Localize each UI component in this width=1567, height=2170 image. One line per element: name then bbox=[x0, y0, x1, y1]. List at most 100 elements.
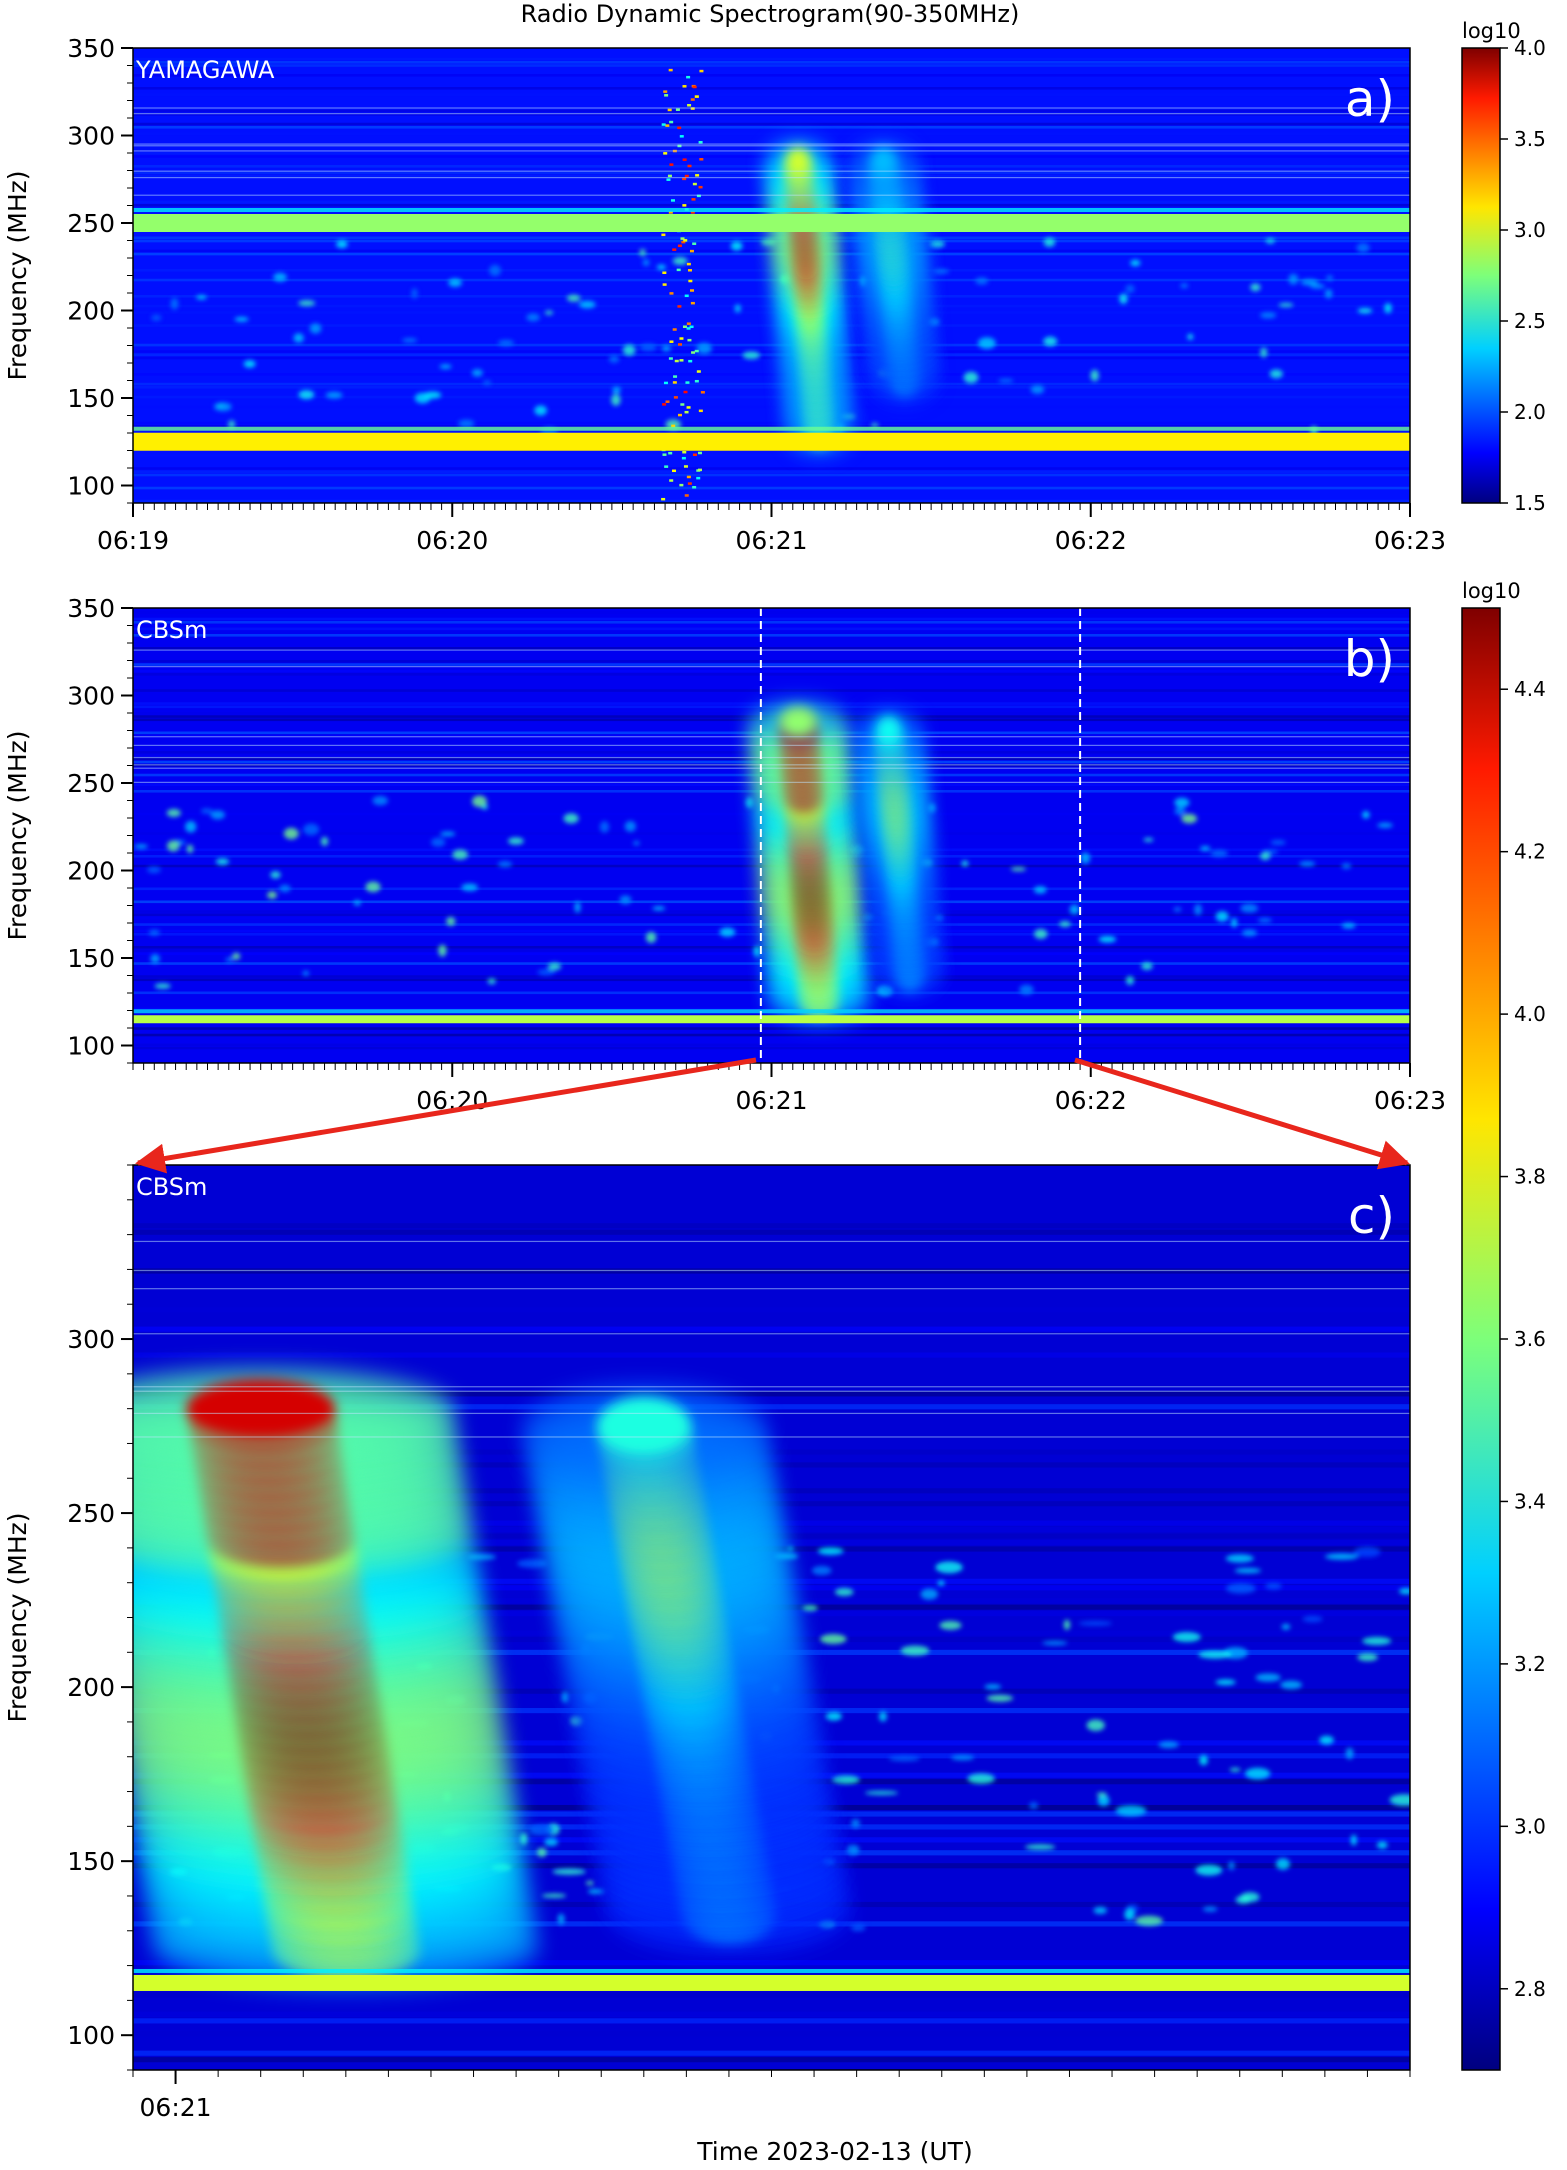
noise-blob bbox=[1384, 303, 1392, 314]
noise-blob bbox=[1034, 928, 1048, 939]
rfi-line bbox=[133, 1436, 1410, 1438]
noise-blob bbox=[850, 1818, 861, 1829]
noise-blob bbox=[537, 968, 555, 976]
y-tick-label: 350 bbox=[67, 34, 115, 63]
channel-stripe bbox=[133, 93, 1410, 97]
interference-dot bbox=[666, 178, 671, 181]
interference-dot bbox=[672, 381, 677, 384]
noise-blob bbox=[430, 837, 446, 847]
noise-blob bbox=[622, 344, 636, 356]
y-tick-label: 300 bbox=[67, 122, 115, 151]
noise-blob bbox=[283, 827, 299, 840]
noise-blob bbox=[1141, 962, 1153, 971]
noise-blob bbox=[1362, 811, 1370, 819]
noise-blob bbox=[1198, 1650, 1232, 1659]
interference-dot bbox=[699, 158, 704, 161]
noise-blob bbox=[863, 914, 875, 921]
interference-dot bbox=[692, 242, 697, 246]
noise-blob bbox=[270, 871, 281, 879]
noise-blob bbox=[1174, 807, 1186, 816]
channel-stripe bbox=[133, 1449, 1410, 1455]
noise-blob bbox=[1019, 984, 1034, 995]
channel-stripe bbox=[133, 689, 1410, 692]
interference-dot bbox=[669, 479, 674, 482]
noise-blob bbox=[151, 314, 162, 322]
noise-blob bbox=[557, 1913, 565, 1925]
channel-stripe bbox=[133, 621, 1410, 624]
colorbar-tick-label: 3.5 bbox=[1514, 127, 1546, 151]
burst-core bbox=[186, 1379, 336, 1438]
noise-blob bbox=[929, 240, 945, 248]
rfi-line bbox=[133, 1269, 1410, 1272]
channel-stripe bbox=[133, 660, 1410, 663]
x-tick-label: 06:23 bbox=[1374, 1086, 1446, 1115]
channel-stripe bbox=[133, 425, 1410, 428]
noise-blob bbox=[186, 844, 194, 854]
noise-blob bbox=[215, 858, 230, 866]
noise-blob bbox=[831, 1775, 860, 1784]
interference-dot bbox=[694, 349, 699, 353]
noise-blob bbox=[1299, 861, 1316, 867]
channel-stripe bbox=[133, 617, 1410, 621]
rfi-line bbox=[133, 194, 1410, 196]
noise-blob bbox=[1043, 237, 1056, 247]
interference-dot bbox=[679, 337, 684, 340]
interference-dot bbox=[661, 233, 666, 237]
interference-dot bbox=[686, 475, 691, 479]
channel-stripe bbox=[133, 1046, 1410, 1050]
noise-blob bbox=[977, 337, 996, 349]
noise-blob bbox=[1143, 837, 1154, 842]
noise-blob bbox=[148, 929, 160, 936]
interference-dot bbox=[696, 370, 701, 373]
interference-dot bbox=[668, 357, 673, 360]
noise-blob bbox=[309, 323, 322, 334]
channel-stripe bbox=[133, 627, 1410, 631]
channel-stripe bbox=[133, 249, 1410, 253]
x-tick-label: 06:23 bbox=[1374, 526, 1446, 555]
noise-blob bbox=[608, 355, 620, 363]
colorbar-gradient bbox=[1461, 607, 1501, 2071]
noise-blob bbox=[1357, 307, 1373, 314]
noise-blob bbox=[1097, 1795, 1110, 1807]
zoom-arrow-right bbox=[1074, 1057, 1410, 1170]
noise-blob bbox=[888, 1755, 920, 1762]
noise-blob bbox=[497, 860, 513, 868]
channel-stripe bbox=[133, 2050, 1410, 2056]
noise-blob bbox=[900, 1645, 930, 1656]
channel-stripe bbox=[133, 304, 1410, 308]
interference-dot bbox=[664, 94, 669, 97]
noise-blob bbox=[534, 405, 547, 416]
noise-blob bbox=[1234, 1567, 1262, 1574]
rfi-line bbox=[133, 767, 1410, 769]
interference-dot bbox=[687, 269, 692, 272]
rfi-line bbox=[133, 666, 1410, 668]
noise-blob bbox=[487, 978, 496, 985]
noise-blob bbox=[1194, 903, 1202, 916]
colorbar-a: log10 1.5 2.0 2.5 3.0 3.5 4.0 bbox=[1461, 19, 1546, 515]
channel-stripe bbox=[133, 663, 1410, 666]
interference-dot bbox=[686, 327, 691, 330]
channel-stripe bbox=[133, 2011, 1410, 2017]
channel-stripe bbox=[133, 1404, 1410, 1410]
channel-stripe bbox=[133, 395, 1410, 399]
noise-blob bbox=[619, 895, 632, 905]
noise-blob bbox=[817, 1547, 844, 1555]
channel-stripe bbox=[133, 1033, 1410, 1037]
interference-dot bbox=[682, 85, 687, 88]
interference-dot bbox=[695, 174, 700, 177]
y-tick-label: 200 bbox=[67, 857, 115, 886]
noise-blob bbox=[1119, 293, 1128, 305]
noise-blob bbox=[1199, 1754, 1208, 1766]
channel-stripe bbox=[133, 2018, 1410, 2024]
interference-dot bbox=[684, 174, 689, 178]
station-label: CBSm bbox=[136, 1173, 207, 1201]
channel-stripe bbox=[133, 702, 1410, 705]
channel-stripe bbox=[133, 1352, 1410, 1358]
rfi-line bbox=[133, 1240, 1410, 1243]
noise-blob bbox=[1096, 1792, 1107, 1797]
noise-blob bbox=[1389, 1794, 1410, 1806]
noise-blob bbox=[472, 795, 487, 808]
noise-blob bbox=[1173, 906, 1182, 912]
noise-blob bbox=[497, 339, 515, 347]
channel-stripe bbox=[133, 324, 1410, 327]
